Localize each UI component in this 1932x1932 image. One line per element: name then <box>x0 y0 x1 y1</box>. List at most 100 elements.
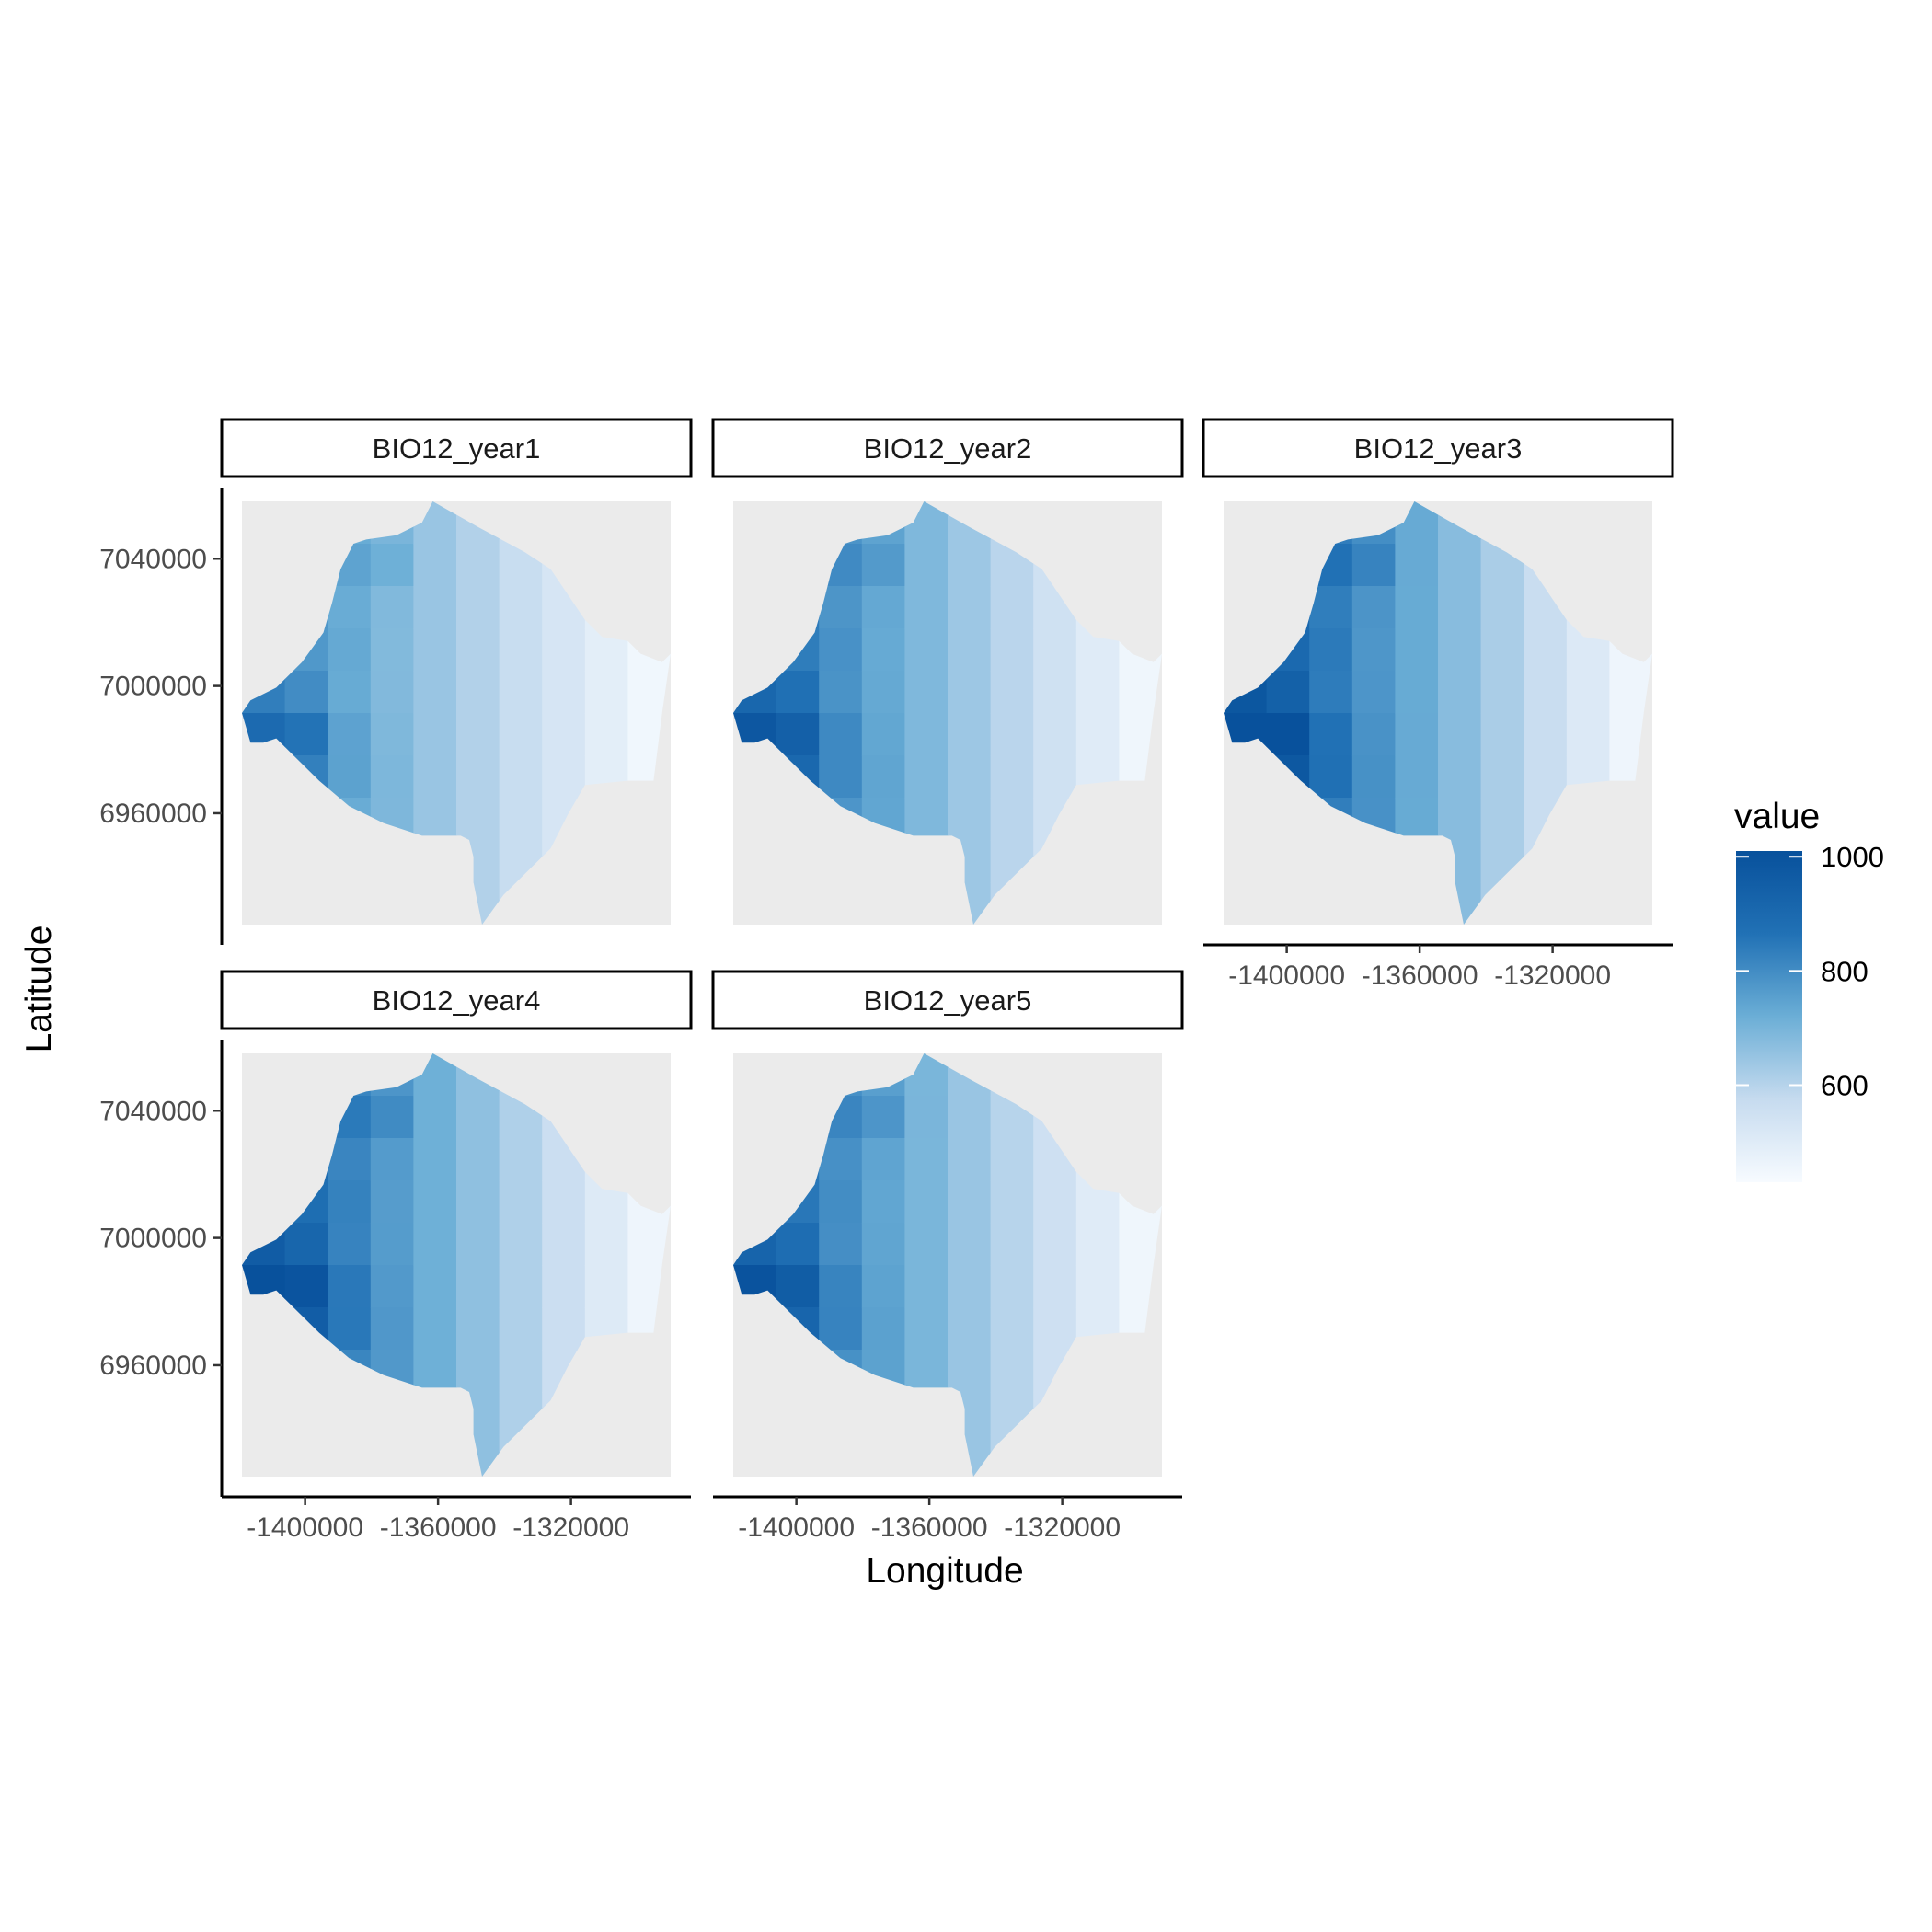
raster-cell <box>1033 755 1077 799</box>
raster-cell <box>284 1223 328 1266</box>
raster-cell <box>1524 713 1568 756</box>
raster-cell <box>1309 586 1353 629</box>
raster-cell <box>948 1096 992 1139</box>
raster-cell <box>819 1265 863 1308</box>
raster-cell <box>542 628 586 672</box>
raster-cell <box>819 628 863 672</box>
raster-cell <box>413 1307 457 1351</box>
raster-cell <box>904 628 949 672</box>
raster-cell <box>1438 798 1482 841</box>
raster-cell <box>948 755 992 799</box>
raster-cell <box>1033 713 1077 756</box>
raster-cell <box>861 1307 905 1351</box>
raster-cell <box>499 798 543 841</box>
raster-cell <box>861 1180 905 1224</box>
y-tick-label: 7000000 <box>99 672 207 702</box>
raster-cell <box>499 1138 543 1181</box>
raster-cell <box>456 1265 500 1308</box>
raster-cell <box>904 544 949 587</box>
raster-cell <box>584 671 628 714</box>
raster-cell <box>861 1096 905 1139</box>
raster-cell <box>1395 586 1439 629</box>
raster-cell <box>1438 713 1482 756</box>
y-tick-label: 6960000 <box>99 799 207 829</box>
raster-cell <box>861 628 905 672</box>
raster-cell <box>542 1180 586 1224</box>
raster-cell <box>370 1265 414 1308</box>
raster-cell <box>1075 713 1120 756</box>
legend-tick-label: 600 <box>1821 1069 1869 1101</box>
raster-cell <box>948 1265 992 1308</box>
raster-cell <box>456 628 500 672</box>
facet-strip <box>220 970 693 1030</box>
raster-cell <box>328 586 372 629</box>
raster-cell <box>370 586 414 629</box>
raster-cell <box>948 798 992 841</box>
raster-cell <box>904 798 949 841</box>
raster-cell <box>413 1223 457 1266</box>
raster-cell <box>413 1265 457 1308</box>
raster-cell <box>1033 628 1077 672</box>
raster-cell <box>819 1223 863 1266</box>
raster-cell <box>861 1138 905 1181</box>
raster-cell <box>819 713 863 756</box>
raster-cell <box>819 755 863 799</box>
raster-cell <box>413 1180 457 1224</box>
y-tick-label: 7040000 <box>99 1096 207 1126</box>
raster-cell <box>370 755 414 799</box>
y-axis-title: Latitude <box>19 926 59 1053</box>
raster-cell <box>1075 1223 1120 1266</box>
raster-cell <box>990 755 1034 799</box>
facet-strip <box>220 418 693 478</box>
raster-cell <box>1480 586 1524 629</box>
x-tick-label: -1320000 <box>512 1512 629 1543</box>
raster-cell <box>328 1223 372 1266</box>
raster-cell <box>861 1223 905 1266</box>
raster-cell <box>413 1350 457 1393</box>
raster-cell <box>776 1223 820 1266</box>
raster-cell <box>456 798 500 841</box>
raster-cell <box>1351 671 1396 714</box>
raster-cell <box>1033 1223 1077 1266</box>
raster-cell <box>370 1096 414 1139</box>
raster-cell <box>1395 713 1439 756</box>
raster-cell <box>1309 755 1353 799</box>
raster-cell <box>904 1265 949 1308</box>
raster-cell <box>990 671 1034 714</box>
raster-cell <box>456 1350 500 1393</box>
raster-cell <box>499 1265 543 1308</box>
raster-cell <box>413 1138 457 1181</box>
raster-cell <box>370 628 414 672</box>
raster-cell <box>861 671 905 714</box>
x-tick-label: -1400000 <box>1228 960 1345 991</box>
raster-cell <box>904 1096 949 1139</box>
raster-cell <box>456 1138 500 1181</box>
raster-cell <box>819 671 863 714</box>
x-tick-label: -1360000 <box>1362 960 1478 991</box>
raster-cell <box>1351 586 1396 629</box>
raster-cell <box>819 586 863 629</box>
raster-cell <box>948 1307 992 1351</box>
raster-cell <box>456 1223 500 1266</box>
raster-cell <box>413 755 457 799</box>
raster-cell <box>1480 628 1524 672</box>
facet-panel: BIO12_year5 <box>711 970 1184 1477</box>
raster-cell <box>990 628 1034 672</box>
raster-cell <box>413 586 457 629</box>
raster-cell <box>413 713 457 756</box>
raster-cell <box>456 1180 500 1224</box>
raster-cell <box>456 713 500 756</box>
x-tick-label: -1400000 <box>738 1512 855 1543</box>
facet-label: BIO12_year4 <box>373 984 541 1017</box>
raster-cell <box>1395 628 1439 672</box>
raster-cell <box>328 713 372 756</box>
raster-cell <box>776 1265 820 1308</box>
raster-cell <box>542 755 586 799</box>
raster-cell <box>1309 671 1353 714</box>
raster-cell <box>328 755 372 799</box>
raster-cell <box>328 1307 372 1351</box>
y-tick-label: 7040000 <box>99 544 207 574</box>
raster-cell <box>1033 1307 1077 1351</box>
raster-cell <box>948 1138 992 1181</box>
raster-cell <box>499 713 543 756</box>
